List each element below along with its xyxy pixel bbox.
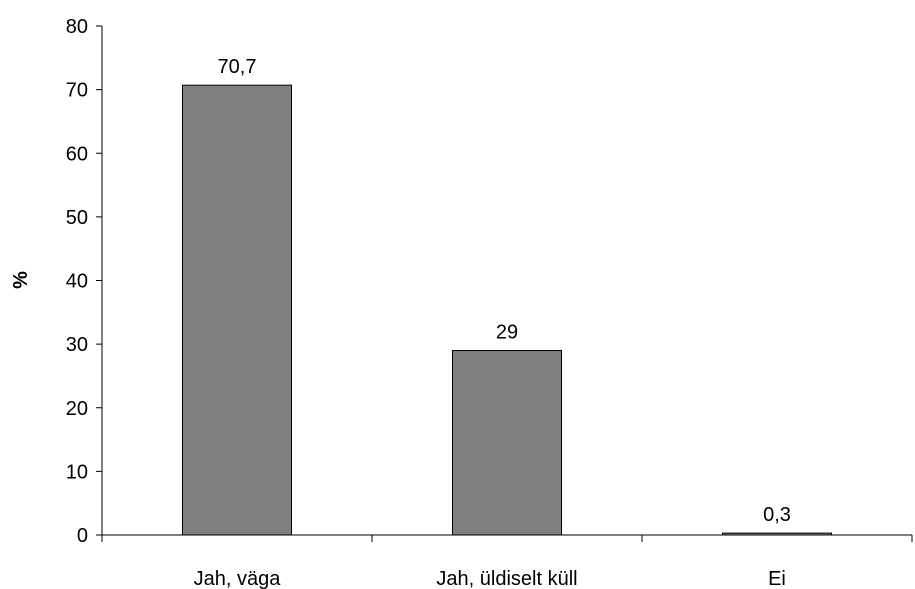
y-tick-label: 80 xyxy=(66,16,88,38)
y-tick-label: 10 xyxy=(66,461,88,483)
x-tick-label: Jah, väga xyxy=(194,568,282,589)
y-tick-label: 0 xyxy=(77,525,88,547)
bar xyxy=(452,349,562,536)
data-labels: 70,7 29 0,3 xyxy=(218,56,791,526)
data-label: 70,7 xyxy=(218,56,257,78)
y-axis-title: % xyxy=(10,271,32,289)
bars xyxy=(182,84,832,536)
bar xyxy=(182,84,292,536)
y-axis-ticks: 0 10 20 30 40 50 60 70 80 xyxy=(66,16,102,547)
y-tick-label: 70 xyxy=(66,80,88,102)
y-tick-label: 40 xyxy=(66,271,88,293)
y-tick-label: 30 xyxy=(66,334,88,356)
x-axis-ticks: Jah, väga Jah, üldiselt küll Ei xyxy=(101,535,913,589)
x-tick-label: Jah, üldiselt küll xyxy=(436,568,577,589)
y-tick-label: 20 xyxy=(66,398,88,420)
y-tick-label: 50 xyxy=(66,207,88,229)
data-label: 0,3 xyxy=(763,504,791,526)
data-label: 29 xyxy=(496,321,518,343)
y-tick-label: 60 xyxy=(66,143,88,165)
x-tick-label: Ei xyxy=(768,568,786,589)
